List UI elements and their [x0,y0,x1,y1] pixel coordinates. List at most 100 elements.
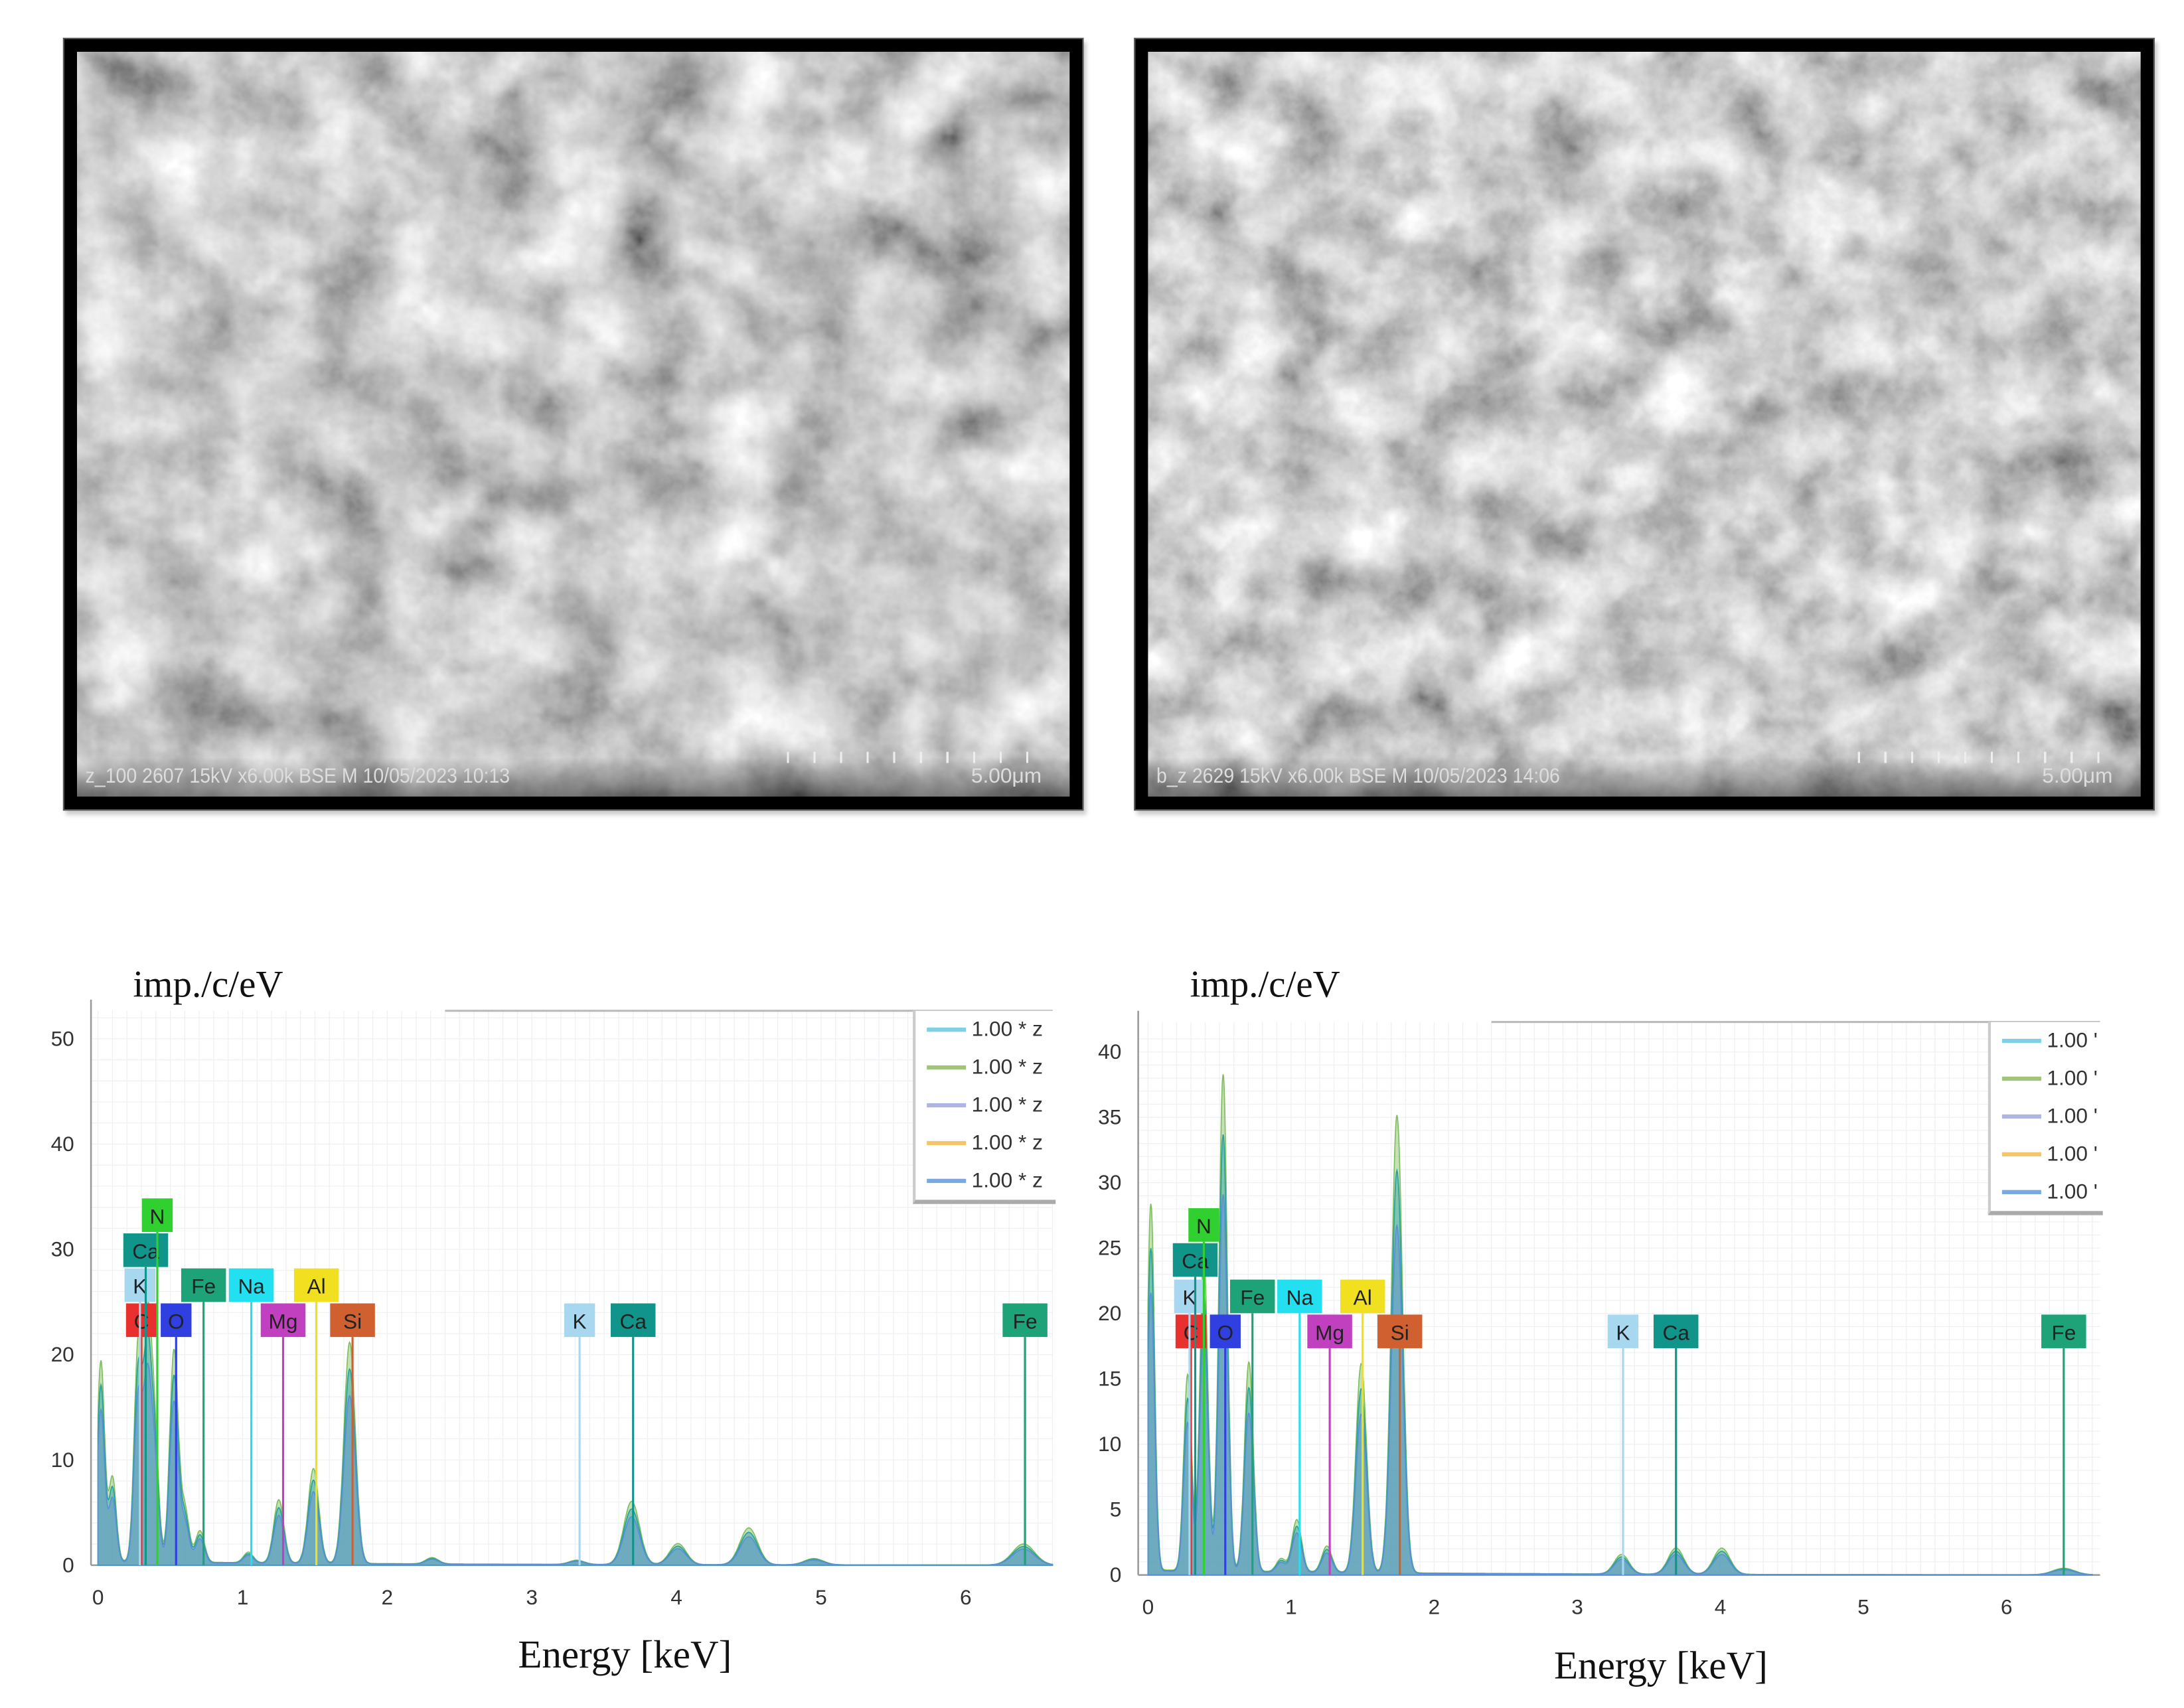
scale-bar-label: 5.00μm [971,764,1042,789]
y-tick-label: 40 [51,1132,74,1156]
x-tick-label: 1 [237,1585,249,1609]
element-label: Fe [2051,1320,2076,1344]
element-label: Na [238,1275,265,1298]
element-label: K [1616,1320,1630,1344]
element-label-box [125,1303,157,1338]
sem-micrograph [1148,52,2141,797]
element-label: O [168,1309,185,1333]
y-tick-label: 0 [1110,1563,1122,1587]
legend: 1.00 * z 1.00 * z 1.00 * z 1.00 * z 1.00 * z [913,1010,1056,1204]
y-axis-title: imp./c/eV [133,963,283,1006]
y-tick-label: 40 [1098,1040,1121,1063]
y-tick-label: 30 [51,1237,74,1261]
element-label-box [564,1303,595,1338]
x-tick-label: 6 [2001,1595,2013,1619]
element-label: Si [343,1309,362,1333]
element-label-box [1175,1314,1207,1348]
sem-image-left: z_100 2607 15kV x6.00k BSE M 10/05/2023 … [62,37,1084,811]
y-tick-label: 30 [1098,1170,1121,1194]
element-label: Si [1391,1320,1409,1344]
legend-item: 1.00 * z [915,1049,1055,1087]
element-label: Al [1354,1286,1372,1310]
element-label-box [1209,1314,1241,1348]
legend-swatch [2001,1152,2041,1157]
legend-item: 1.00 * z [915,1087,1055,1125]
element-label: Fe [191,1275,216,1298]
x-tick-label: 1 [1285,1595,1297,1619]
sem-caption-bar: z_100 2607 15kV x6.00k BSE M 10/05/2023 … [76,751,1070,797]
x-tick-label: 0 [92,1585,104,1609]
legend-swatch [2001,1114,2041,1119]
scale-bar-label: 5.00μm [2042,764,2113,789]
legend-label: 1.00 * z [971,1093,1043,1117]
element-label-box [1172,1243,1218,1277]
element-label-box [228,1268,274,1302]
y-tick-label: 0 [62,1553,74,1577]
element-label: K [1182,1286,1196,1310]
legend-label: 1.00 * z [971,1169,1043,1193]
legend-label: 1.00 ' [2047,1067,2098,1091]
legend-label: 1.00 * z [971,1055,1043,1080]
element-label-box [1307,1314,1352,1348]
x-tick-label: 4 [1715,1595,1727,1619]
element-label-box [1653,1314,1699,1348]
x-axis-title: Energy [keV] [1553,1645,1768,1689]
legend-swatch [927,1028,967,1032]
x-tick-label: 3 [1571,1595,1583,1619]
legend-item: 1.00 ' [1991,1135,2103,1173]
y-tick-label: 10 [51,1448,74,1472]
y-tick-label: 50 [51,1026,74,1050]
x-tick-label: 2 [382,1585,394,1609]
element-label-box [123,1233,169,1267]
x-axis-title: Energy [keV] [518,1634,732,1677]
scale-bar-ticks [1857,751,2124,763]
element-label: N [1196,1214,1211,1238]
element-label-box [610,1303,656,1338]
element-label: K [573,1309,587,1333]
sem-caption-bar: b_z 2629 15kV x6.00k BSE M 10/05/2023 14… [1148,751,2141,797]
x-tick-label: 5 [815,1585,827,1609]
element-label-box [124,1268,156,1302]
element-label-box [1340,1279,1385,1314]
element-label: Ca [619,1309,647,1333]
element-label-box [1002,1303,1048,1338]
element-label-box [330,1303,375,1338]
x-tick-label: 0 [1142,1595,1154,1619]
legend-item: 1.00 ' [1991,1022,2103,1060]
eds-spectrum-left: imp./c/eV 0 10 20 30 40 50 0 1 2 3 4 5 6 C O K Ca N Fe Na Mg… [0,952,1092,1708]
legend-item: 1.00 * z [915,1125,1055,1162]
element-label: Ca [1663,1320,1690,1344]
sem-caption: z_100 2607 15kV x6.00k BSE M 10/05/2023 … [85,764,510,789]
element-label: Mg [269,1309,298,1333]
legend-swatch [927,1178,967,1184]
x-tick-label: 4 [670,1585,682,1609]
legend-swatch [2001,1190,2041,1194]
legend-swatch [927,1065,967,1070]
spectrum-series [1147,1194,2093,1576]
element-label-box [260,1303,306,1338]
y-tick-label: 25 [1098,1236,1121,1260]
y-tick-label: 35 [1098,1105,1121,1129]
y-axis-title: imp./c/eV [1190,963,1340,1006]
legend-item: 1.00 * z [915,1162,1055,1200]
element-label-box [161,1303,192,1338]
element-label-box [2041,1314,2086,1348]
element-label-box [1229,1279,1275,1314]
element-label-box [1188,1208,1219,1242]
element-label-box [181,1268,226,1302]
y-tick-label: 20 [51,1342,74,1366]
x-tick-label: 6 [960,1585,972,1609]
scale-bar-ticks [787,751,1053,763]
y-tick-label: 15 [1098,1367,1121,1391]
legend-item: 1.00 ' [1991,1097,2103,1135]
legend-item: 1.00 * z [915,1011,1055,1049]
legend-swatch [2001,1076,2041,1081]
element-label: Fe [1240,1286,1265,1310]
legend-label: 1.00 ' [2047,1142,2098,1166]
eds-spectrum-right: imp./c/eV 0 5 10 15 20 25 30 35 40 0 1 2 3 4 5 6 C O K Ca N F… [0,952,2184,1708]
element-label: Fe [1013,1309,1038,1333]
element-label: K [133,1275,147,1298]
